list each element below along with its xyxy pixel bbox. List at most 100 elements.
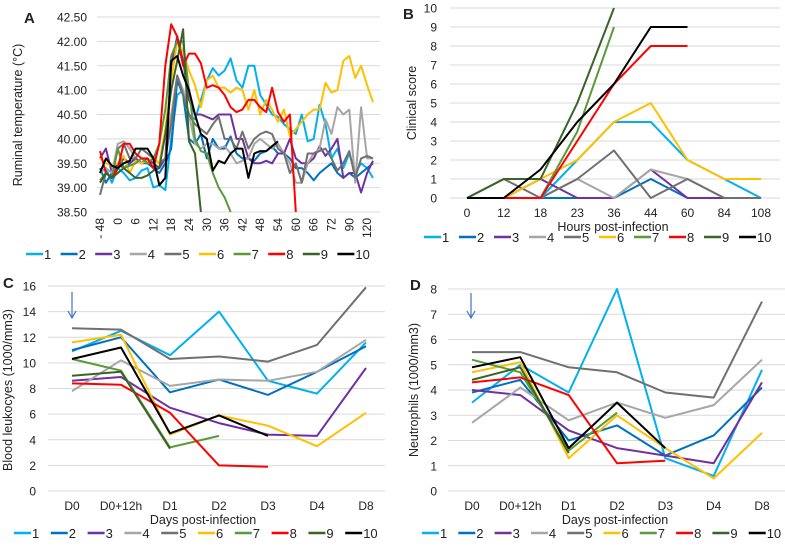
x-tick-label: 84 <box>718 206 732 220</box>
y-tick-label: 42.50 <box>57 11 87 25</box>
legend-label-2: 2 <box>476 526 483 541</box>
legend-label-9: 9 <box>730 526 737 541</box>
x-tick-label: 120 <box>360 218 374 238</box>
infection-arrow-icon <box>466 293 476 320</box>
x-tick-label: 0 <box>111 218 125 225</box>
x-tick-label: D1 <box>162 499 178 513</box>
x-tick-label: D8 <box>358 499 374 513</box>
x-tick-label: 72 <box>324 218 338 232</box>
y-tick-label: 3 <box>430 135 437 149</box>
legend-label-7: 7 <box>652 230 659 245</box>
legend-label-5: 5 <box>582 230 589 245</box>
panel-letter: B <box>403 6 414 23</box>
legend-label-8: 8 <box>694 526 701 541</box>
x-tick-label: 54 <box>271 218 285 232</box>
x-tick-label: 18 <box>534 206 548 220</box>
legend-label-3: 3 <box>512 230 519 245</box>
x-tick-label: D0 <box>64 499 80 513</box>
y-tick-label: 41.00 <box>57 84 87 98</box>
y-tick-label: 2 <box>430 154 437 168</box>
y-tick-label: 9 <box>430 21 437 35</box>
y-tick-label: 2 <box>29 459 36 473</box>
y-tick-label: 4 <box>430 384 437 398</box>
legend-label-7: 7 <box>253 526 260 541</box>
y-tick-label: 16 <box>23 280 37 294</box>
x-tick-label: D0 <box>464 499 480 513</box>
legend-label-6: 6 <box>622 526 629 541</box>
x-tick-label: D2 <box>211 499 227 513</box>
legend-label-10: 10 <box>363 526 377 541</box>
legend-label-10: 10 <box>767 526 781 541</box>
y-tick-label: 6 <box>29 408 36 422</box>
panel-letter: C <box>3 275 14 292</box>
y-tick-label: 4 <box>430 116 437 130</box>
legend-label-2: 2 <box>79 247 86 262</box>
legend-label-5: 5 <box>179 526 186 541</box>
legend-label-4: 4 <box>142 526 149 541</box>
series-line-3 <box>71 367 367 437</box>
legend-label-6: 6 <box>617 230 624 245</box>
series-line-7 <box>467 26 615 199</box>
y-tick-label: 41.50 <box>57 59 87 73</box>
y-axis-title: Blood leukocyes (1000/mm3) <box>1 309 15 471</box>
y-axis-title: Clinical score <box>405 66 419 140</box>
legend-label-7: 7 <box>252 247 259 262</box>
x-tick-label: 12 <box>146 218 160 232</box>
y-tick-label: 40.50 <box>57 108 87 122</box>
legend-label-4: 4 <box>148 247 155 262</box>
series-line-2 <box>71 336 367 396</box>
legend-label-1: 1 <box>442 230 449 245</box>
series-line-9 <box>99 28 202 213</box>
legend-label-10: 10 <box>757 230 771 245</box>
legend-label-7: 7 <box>658 526 665 541</box>
panel-a-ruminal-temperature: 38.50 39.00 39.50 40.00 40.50 41.00 41.50 42.00… <box>11 10 380 262</box>
x-tick-label: D4 <box>309 499 325 513</box>
y-tick-label: 1 <box>430 173 437 187</box>
y-tick-label: 39.00 <box>57 181 87 195</box>
panel-letter: A <box>24 10 35 27</box>
panel-letter: D <box>410 277 421 294</box>
y-tick-label: 7 <box>430 59 437 73</box>
series-line-4 <box>71 338 367 392</box>
y-tick-label: 7 <box>430 308 437 322</box>
y-tick-label: 39.50 <box>57 157 87 171</box>
legend-label-3: 3 <box>113 247 120 262</box>
series-line-8 <box>71 382 269 468</box>
infection-arrow-icon <box>67 292 77 320</box>
legend-label-1: 1 <box>32 526 39 541</box>
y-tick-label: 10 <box>424 2 438 16</box>
x-tick-label: 44 <box>644 206 658 220</box>
legend-label-8: 8 <box>286 247 293 262</box>
y-tick-label: 42.00 <box>57 35 87 49</box>
y-tick-label: 2 <box>430 434 437 448</box>
legend-label-2: 2 <box>69 526 76 541</box>
x-tick-label: D3 <box>658 499 674 513</box>
legend-label-5: 5 <box>585 526 592 541</box>
series-line-8 <box>471 376 666 465</box>
x-tick-label: D8 <box>754 499 770 513</box>
series-line-5 <box>71 286 367 363</box>
series-line-2 <box>471 378 763 457</box>
series-line-5 <box>466 149 761 199</box>
x-tick-label: 23 <box>571 206 585 220</box>
legend-label-8: 8 <box>687 230 694 245</box>
legend-label-9: 9 <box>722 230 729 245</box>
y-tick-label: 4 <box>29 433 36 447</box>
x-tick-label: 66 <box>307 218 321 232</box>
y-tick-label: 5 <box>430 97 437 111</box>
y-tick-label: 8 <box>430 40 437 54</box>
x-tick-label: 48 <box>253 218 267 232</box>
legend-label-1: 1 <box>440 526 447 541</box>
series-line-8 <box>99 23 297 213</box>
x-tick-label: D2 <box>609 499 625 513</box>
series-line-3 <box>471 381 763 465</box>
y-tick-label: 38.50 <box>57 206 87 220</box>
y-tick-label: 10 <box>23 356 37 370</box>
series-line-1 <box>99 57 374 192</box>
x-tick-label: D0+12h <box>100 499 142 513</box>
x-axis-title: Days post-infection <box>150 513 256 527</box>
series-line-7 <box>99 40 232 213</box>
